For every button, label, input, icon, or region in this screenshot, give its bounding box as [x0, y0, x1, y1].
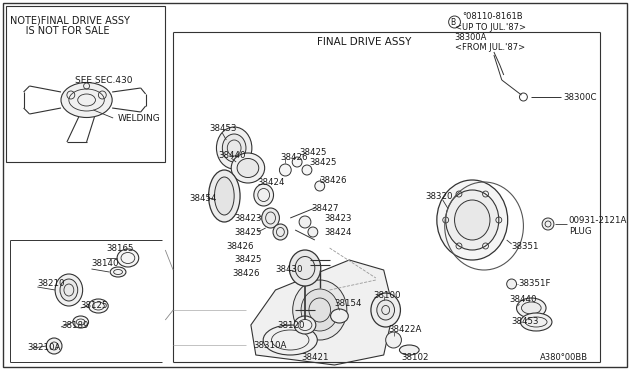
Circle shape [315, 181, 324, 191]
Ellipse shape [289, 250, 321, 286]
Ellipse shape [110, 267, 126, 277]
Circle shape [302, 165, 312, 175]
Circle shape [280, 164, 291, 176]
Text: B: B [450, 17, 455, 26]
Ellipse shape [214, 177, 234, 215]
Ellipse shape [294, 316, 316, 334]
Text: 38440: 38440 [218, 151, 246, 160]
Circle shape [299, 216, 311, 228]
Text: A380°00BB: A380°00BB [540, 353, 588, 362]
Text: 38424: 38424 [324, 228, 352, 237]
Text: 38423: 38423 [324, 214, 352, 222]
Ellipse shape [273, 224, 288, 240]
Text: 38453: 38453 [511, 317, 539, 327]
Text: 38100: 38100 [374, 292, 401, 301]
Ellipse shape [292, 280, 347, 340]
Text: 38426: 38426 [227, 241, 254, 250]
Ellipse shape [209, 170, 240, 222]
Text: 38424: 38424 [258, 177, 285, 186]
Ellipse shape [371, 293, 401, 327]
Text: 38351: 38351 [511, 241, 539, 250]
Ellipse shape [377, 300, 394, 320]
Text: 38140: 38140 [92, 260, 119, 269]
Ellipse shape [60, 279, 77, 301]
Text: <FROM JUL.'87>: <FROM JUL.'87> [454, 42, 525, 51]
Text: 38426: 38426 [320, 176, 348, 185]
Ellipse shape [520, 313, 552, 331]
Text: 38300C: 38300C [564, 93, 597, 102]
Text: 00931-2121A: 00931-2121A [569, 215, 627, 224]
Text: 38426: 38426 [280, 153, 308, 161]
Circle shape [386, 332, 401, 348]
Text: 38427: 38427 [311, 203, 339, 212]
Ellipse shape [399, 345, 419, 355]
Text: 38189: 38189 [61, 321, 88, 330]
Ellipse shape [216, 127, 252, 169]
Text: 38154: 38154 [335, 299, 362, 308]
Ellipse shape [55, 274, 83, 306]
Ellipse shape [237, 158, 259, 177]
Bar [6, 6, 165, 162]
Circle shape [507, 279, 516, 289]
Text: 38210A: 38210A [28, 343, 61, 353]
Ellipse shape [254, 184, 273, 206]
Circle shape [46, 338, 62, 354]
Ellipse shape [262, 208, 280, 228]
Text: NOTE)FINAL DRIVE ASSY: NOTE)FINAL DRIVE ASSY [10, 15, 130, 25]
Text: 38125: 38125 [81, 301, 108, 311]
Text: PLUG: PLUG [569, 227, 591, 235]
Text: 38120: 38120 [278, 321, 305, 330]
Text: 38453: 38453 [209, 124, 237, 132]
Text: 38440: 38440 [509, 295, 537, 305]
Text: 38320: 38320 [425, 192, 452, 201]
Ellipse shape [61, 83, 112, 118]
Text: 38425: 38425 [309, 157, 337, 167]
Text: 38102: 38102 [401, 353, 429, 362]
Text: 38425: 38425 [299, 148, 326, 157]
Ellipse shape [117, 249, 139, 267]
Text: 38422A: 38422A [388, 326, 422, 334]
Text: WELDING: WELDING [118, 113, 161, 122]
Ellipse shape [88, 299, 108, 313]
Text: 38310A: 38310A [254, 340, 287, 350]
Text: 38351F: 38351F [518, 279, 551, 289]
Text: <UP TO JUL.'87>: <UP TO JUL.'87> [454, 22, 525, 32]
Ellipse shape [522, 302, 541, 314]
Polygon shape [251, 260, 394, 365]
Ellipse shape [301, 289, 339, 331]
Ellipse shape [454, 200, 490, 240]
Text: °08110-8161B: °08110-8161B [463, 12, 523, 20]
Text: 38165: 38165 [106, 244, 134, 253]
Text: 38425: 38425 [234, 256, 262, 264]
Text: 38421: 38421 [301, 353, 328, 362]
Text: 38425: 38425 [234, 228, 262, 237]
Ellipse shape [437, 180, 508, 260]
Text: 38426: 38426 [232, 269, 260, 279]
Ellipse shape [263, 325, 317, 355]
Ellipse shape [445, 190, 499, 250]
Text: 38300A: 38300A [454, 32, 487, 42]
Ellipse shape [73, 316, 88, 328]
Circle shape [542, 218, 554, 230]
Text: IS NOT FOR SALE: IS NOT FOR SALE [10, 26, 109, 36]
Ellipse shape [516, 298, 546, 318]
Text: 38423: 38423 [234, 214, 262, 222]
Text: SEE SEC.430: SEE SEC.430 [74, 76, 132, 84]
Circle shape [308, 227, 318, 237]
Text: 38454: 38454 [189, 193, 216, 202]
Ellipse shape [231, 153, 265, 183]
Ellipse shape [222, 134, 246, 162]
Text: 38210: 38210 [37, 279, 65, 289]
Text: FINAL DRIVE ASSY: FINAL DRIVE ASSY [317, 37, 412, 47]
Text: 38430: 38430 [275, 266, 303, 275]
Circle shape [292, 157, 302, 167]
Ellipse shape [331, 309, 348, 323]
